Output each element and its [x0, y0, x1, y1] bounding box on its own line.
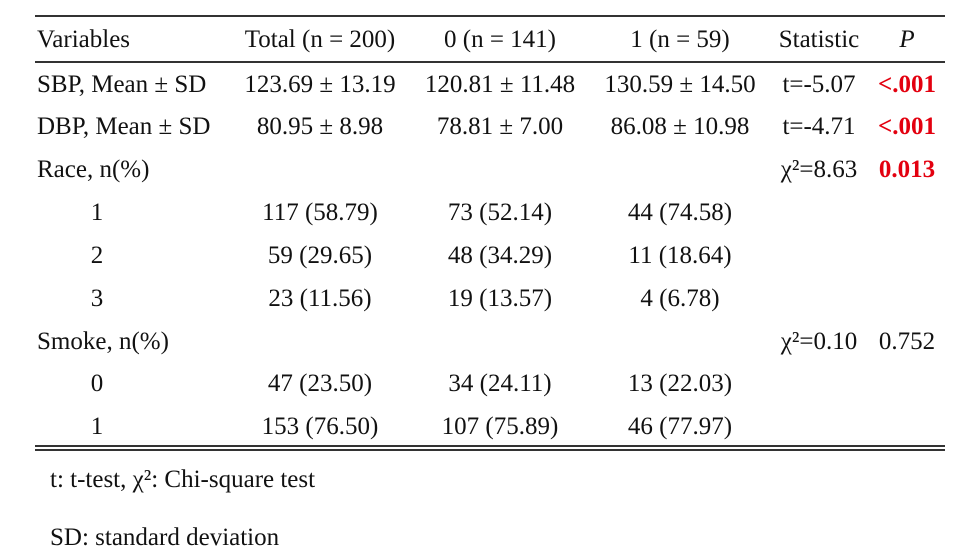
table-cell: 117 (58.79)	[262, 199, 378, 226]
table-cell: 23 (11.56)	[268, 285, 372, 312]
table-cell: 0.752	[878, 328, 936, 355]
table-cell: 78.81 ± 7.00	[436, 113, 564, 140]
footnote: t: t-test, χ²: Chi-square test	[50, 466, 316, 493]
table-cell: t=-4.71	[782, 113, 856, 140]
table-cell: 107 (75.89)	[441, 413, 559, 440]
row-label: 1	[90, 199, 104, 226]
table-cell: t=-5.07	[782, 71, 856, 98]
row-label: 1	[90, 413, 104, 440]
table-cell: <.001	[878, 71, 936, 98]
header-cell: Total (n = 200)	[244, 26, 396, 53]
row-label: 3	[90, 285, 104, 312]
table-cell: 59 (29.65)	[267, 242, 373, 269]
table-cell: 46 (77.97)	[627, 413, 733, 440]
table-cell: 4 (6.78)	[640, 285, 720, 312]
table-cell: 34 (24.11)	[448, 370, 552, 397]
table-cell: 47 (23.50)	[267, 370, 373, 397]
table-cell: 0.013	[878, 156, 936, 183]
table-cell: 130.59 ± 14.50	[604, 71, 756, 98]
row-label: SBP, Mean ± SD	[37, 71, 207, 98]
header-cell: Statistic	[778, 26, 860, 53]
table-cell: 11 (18.64)	[628, 242, 732, 269]
row-label: Race, n(%)	[37, 156, 150, 183]
top-rule	[35, 15, 945, 17]
table-cell: 153 (76.50)	[261, 413, 379, 440]
table-cell: 86.08 ± 10.98	[610, 113, 750, 140]
header-cell: 1 (n = 59)	[630, 26, 730, 53]
bottom-rule	[35, 449, 945, 451]
row-label: Smoke, n(%)	[37, 328, 169, 355]
table-cell: <.001	[878, 113, 936, 140]
table-cell: 120.81 ± 11.48	[424, 71, 576, 98]
footnote: SD: standard deviation	[50, 524, 280, 551]
table-cell: 19 (13.57)	[447, 285, 553, 312]
table-cell: 44 (74.58)	[627, 199, 733, 226]
header-rule	[35, 61, 945, 63]
header-cell: Variables	[37, 26, 131, 53]
table-cell: 123.69 ± 13.19	[244, 71, 396, 98]
row-label: 0	[90, 370, 104, 397]
bottom-rule	[35, 445, 945, 447]
header-cell: 0 (n = 141)	[444, 26, 556, 53]
header-cell: P	[899, 26, 915, 53]
table-cell: χ²=0.10	[780, 328, 858, 355]
table-cell: χ²=8.63	[780, 156, 858, 183]
table-cell: 80.95 ± 8.98	[256, 113, 384, 140]
table-cell: 48 (34.29)	[447, 242, 553, 269]
row-label: 2	[90, 242, 104, 269]
table-cell: 13 (22.03)	[627, 370, 733, 397]
table-cell: 73 (52.14)	[447, 199, 553, 226]
row-label: DBP, Mean ± SD	[37, 113, 211, 140]
